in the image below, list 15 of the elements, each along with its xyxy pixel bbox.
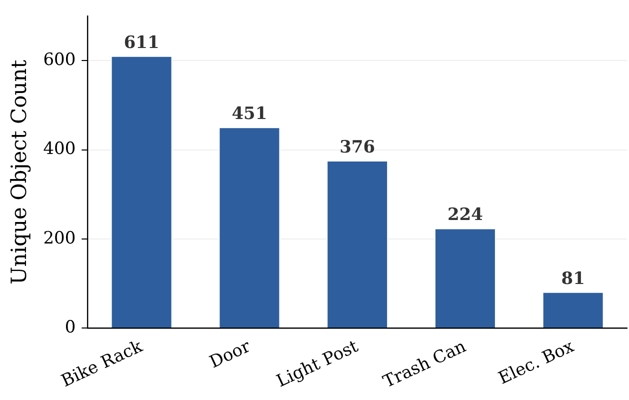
x-tick-label: Light Post	[274, 336, 362, 392]
data-label: 376	[340, 137, 376, 158]
x-tick-label: Bike Rack	[58, 336, 146, 392]
x-tick-label: Trash Can	[380, 336, 470, 392]
y-tick-label: 0	[64, 317, 76, 338]
data-label: 81	[561, 268, 585, 289]
x-tick-label: Elec. Box	[496, 336, 578, 389]
x-tick-label: Door	[206, 336, 254, 373]
data-label: 451	[232, 104, 268, 124]
y-axis-title: Unique Object Count	[7, 59, 32, 284]
y-tick-label: 200	[43, 228, 76, 248]
data-label: 224	[447, 205, 484, 226]
y-tick-label: 400	[43, 139, 76, 160]
data-label: 611	[124, 32, 160, 53]
y-tick-label: 600	[43, 50, 76, 70]
